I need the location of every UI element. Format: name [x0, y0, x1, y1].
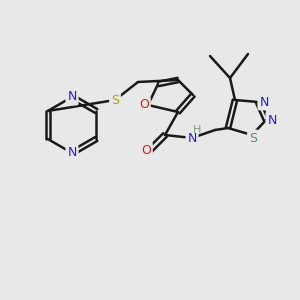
Text: O: O: [141, 143, 151, 157]
Text: S: S: [249, 131, 257, 145]
Text: N: N: [67, 91, 77, 103]
Text: N: N: [259, 95, 269, 109]
Text: O: O: [139, 98, 149, 112]
Text: N: N: [187, 131, 197, 145]
Text: N: N: [267, 113, 277, 127]
Text: N: N: [67, 146, 77, 160]
Text: S: S: [111, 94, 119, 106]
Text: H: H: [193, 125, 201, 135]
